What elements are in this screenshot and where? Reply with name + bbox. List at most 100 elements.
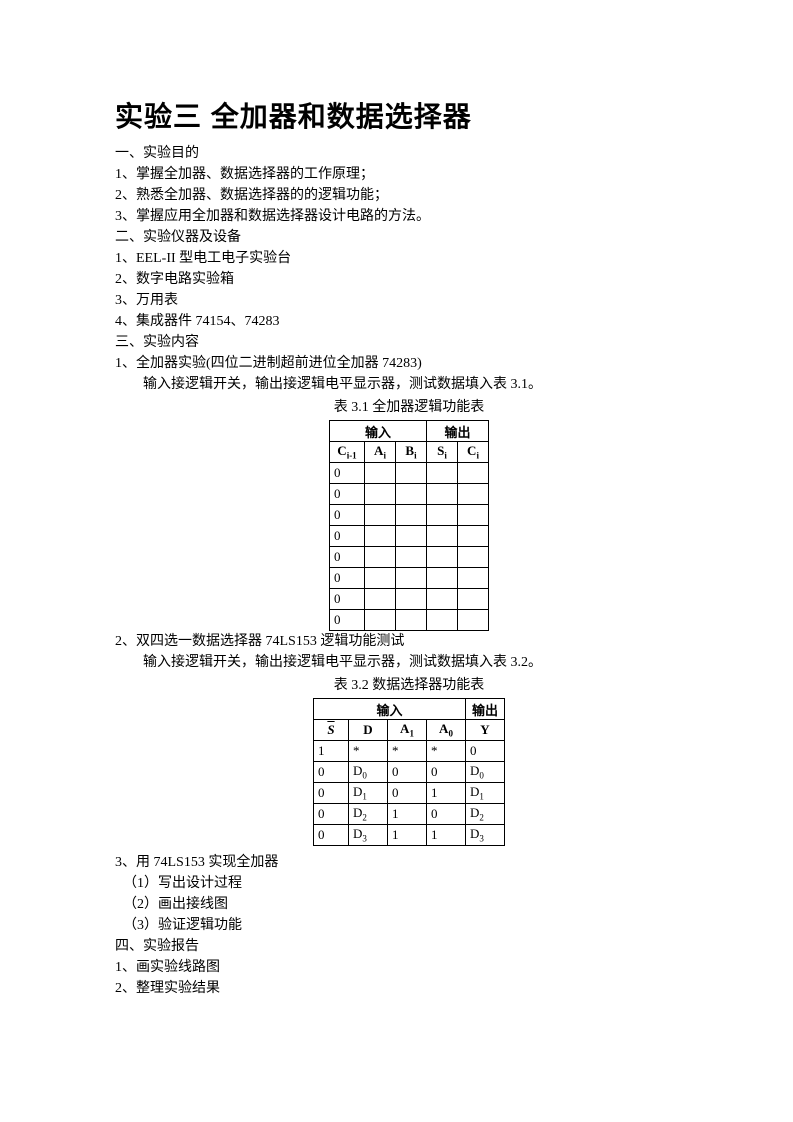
table-header: S [314, 720, 349, 741]
table-cell: 0 [330, 610, 365, 631]
table-2: 输入 输出 S D A1 A0 Y 1***00D000D00D101D10D2… [313, 698, 505, 846]
table-cell: 1 [388, 825, 427, 846]
table-cell [365, 547, 396, 568]
table-cell: 0 [314, 825, 349, 846]
table-cell: 0 [388, 762, 427, 783]
table-cell [458, 505, 489, 526]
section-4-heading: 四、实验报告 [115, 936, 703, 957]
table-header: Ci-1 [330, 442, 365, 463]
table-header-group: 输出 [466, 699, 505, 720]
table-cell [458, 526, 489, 547]
table-cell: 0 [427, 762, 466, 783]
table-cell [458, 610, 489, 631]
table-cell [365, 505, 396, 526]
table-cell: D1 [466, 783, 505, 804]
table-cell: 0 [466, 741, 505, 762]
section-3-heading: 三、实验内容 [115, 332, 703, 353]
s3-item3-sub: （1）写出设计过程 [115, 873, 703, 894]
table-cell [396, 505, 427, 526]
table-cell: 1 [427, 783, 466, 804]
table-cell [365, 463, 396, 484]
table-header-group: 输入 [330, 421, 427, 442]
table-header: Ai [365, 442, 396, 463]
section-2-heading: 二、实验仪器及设备 [115, 227, 703, 248]
table-cell [396, 463, 427, 484]
table-cell: 0 [314, 783, 349, 804]
table-cell: 0 [330, 505, 365, 526]
table-row: 0D000D0 [314, 762, 505, 783]
table-cell: 0 [330, 526, 365, 547]
s2-item: 3、万用表 [115, 290, 703, 311]
table-header: D [349, 720, 388, 741]
table-cell: 0 [330, 547, 365, 568]
table-cell: 0 [388, 783, 427, 804]
table-cell: 1 [427, 825, 466, 846]
table-cell: D3 [349, 825, 388, 846]
table-cell: D0 [349, 762, 388, 783]
table-header-group: 输出 [427, 421, 489, 442]
s3-item1a: 1、全加器实验(四位二进制超前进位全加器 74283) [115, 353, 703, 374]
page: 实验三 全加器和数据选择器 一、实验目的 1、掌握全加器、数据选择器的工作原理；… [0, 0, 793, 1059]
table-cell: 0 [427, 804, 466, 825]
table-cell [427, 568, 458, 589]
table-cell [427, 589, 458, 610]
table-cell [458, 568, 489, 589]
table-cell [458, 547, 489, 568]
s3-item3-sub: （2）画出接线图 [115, 894, 703, 915]
s3-item3: 3、用 74LS153 实现全加器 [115, 852, 703, 873]
table-cell [427, 505, 458, 526]
table-row: 0 [330, 610, 489, 631]
table-cell [458, 463, 489, 484]
s1-item: 2、熟悉全加器、数据选择器的的逻辑功能； [115, 185, 703, 206]
page-title: 实验三 全加器和数据选择器 [115, 95, 703, 135]
table1-caption: 表 3.1 全加器逻辑功能表 [115, 397, 703, 418]
table-header: Bi [396, 442, 427, 463]
table-header: A0 [427, 720, 466, 741]
table-cell [365, 568, 396, 589]
table-cell [396, 589, 427, 610]
table-cell: 0 [314, 804, 349, 825]
table-cell: 0 [330, 463, 365, 484]
table-cell: D3 [466, 825, 505, 846]
s4-item: 2、整理实验结果 [115, 978, 703, 999]
table-1: 输入 输出 Ci-1 Ai Bi Si Ci 00000000 [329, 420, 489, 631]
table-row: 0 [330, 526, 489, 547]
table2-caption: 表 3.2 数据选择器功能表 [115, 675, 703, 696]
table-row: 0D101D1 [314, 783, 505, 804]
table-cell [427, 484, 458, 505]
table-row: 0 [330, 463, 489, 484]
table-cell: 0 [314, 762, 349, 783]
table-cell [427, 547, 458, 568]
table-row: 0 [330, 484, 489, 505]
table-cell: D2 [466, 804, 505, 825]
table-row: 0D210D2 [314, 804, 505, 825]
table-cell [396, 547, 427, 568]
table-row: 输入 输出 [330, 421, 489, 442]
section-1-heading: 一、实验目的 [115, 143, 703, 164]
table-cell [365, 610, 396, 631]
table-header: A1 [388, 720, 427, 741]
table-row: 0 [330, 589, 489, 610]
table-row: 0D311D3 [314, 825, 505, 846]
table-cell [458, 589, 489, 610]
table-header-group: 输入 [314, 699, 466, 720]
table-cell [458, 484, 489, 505]
table-cell [365, 484, 396, 505]
table-cell: * [427, 741, 466, 762]
table-cell: 0 [330, 589, 365, 610]
s3-item2b: 输入接逻辑开关，输出接逻辑电平显示器，测试数据填入表 3.2。 [115, 652, 703, 673]
table-row: 输入 输出 [314, 699, 505, 720]
table-row: S D A1 A0 Y [314, 720, 505, 741]
table-cell: 1 [314, 741, 349, 762]
s2-item: 2、数字电路实验箱 [115, 269, 703, 290]
table-cell [396, 610, 427, 631]
table-cell [427, 463, 458, 484]
table-cell [365, 526, 396, 547]
table-cell [396, 484, 427, 505]
table-cell: D2 [349, 804, 388, 825]
table-cell: * [388, 741, 427, 762]
table-cell [396, 568, 427, 589]
table-cell: * [349, 741, 388, 762]
s4-item: 1、画实验线路图 [115, 957, 703, 978]
table-header: Si [427, 442, 458, 463]
